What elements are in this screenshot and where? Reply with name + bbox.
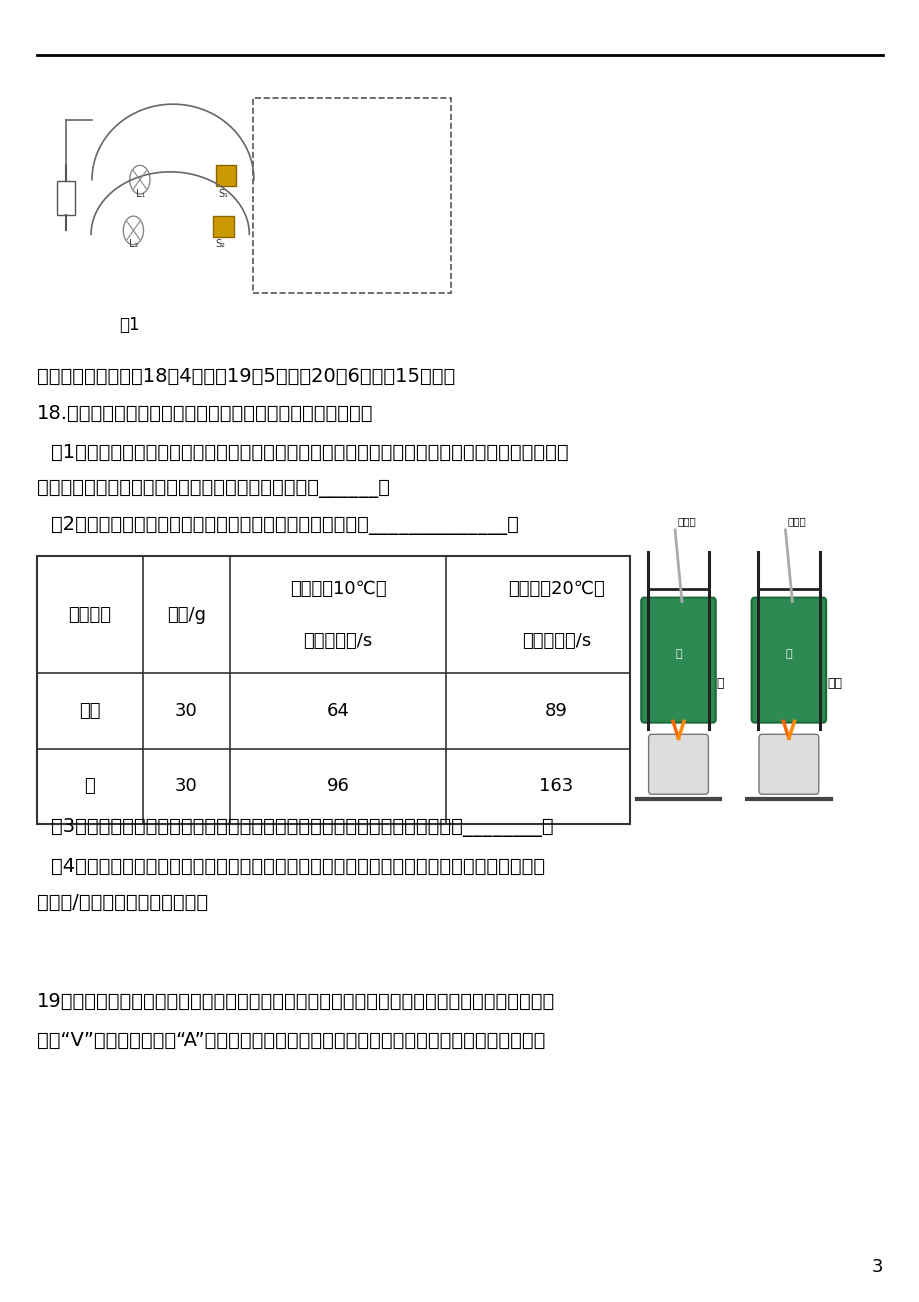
Text: （1）小明在两个相同的易拉罐中分别装入质量相等、初温都相同的水和沙子，用相同的酒精灯分别: （1）小明在两个相同的易拉罐中分别装入质量相等、初温都相同的水和沙子，用相同的酒… <box>51 443 568 462</box>
Text: S₁: S₁ <box>218 189 228 199</box>
Text: 对其加热，除了温度计外本实验中还需要的实验器材是______；: 对其加热，除了温度计外本实验中还需要的实验器材是______； <box>37 479 390 499</box>
Text: 沙子: 沙子 <box>79 702 100 720</box>
Text: 18.为了探究物质吸热升温的特性，小明做了如图所示的实验：: 18.为了探究物质吸热升温的特性，小明做了如图所示的实验： <box>37 404 373 423</box>
FancyBboxPatch shape <box>641 598 715 723</box>
Text: 玻璃棒: 玻璃棒 <box>787 516 805 526</box>
Text: 水: 水 <box>716 677 723 690</box>
Text: 饨: 饨 <box>785 650 791 659</box>
Text: 30: 30 <box>175 702 198 720</box>
Text: 沙子: 沙子 <box>826 677 841 690</box>
Text: 标志“V”、电流表的标志“A”均看不清，为了知道两只电表的种类，小玉设计了如下实验：将两: 标志“V”、电流表的标志“A”均看不清，为了知道两只电表的种类，小玉设计了如下实… <box>37 1031 545 1051</box>
FancyBboxPatch shape <box>648 734 708 794</box>
FancyBboxPatch shape <box>758 734 818 794</box>
Text: L₁: L₁ <box>136 189 145 199</box>
Text: 玻璃棒: 玻璃棒 <box>676 516 695 526</box>
Text: 温度升高20℃所: 温度升高20℃所 <box>507 579 605 598</box>
Text: 水: 水 <box>85 777 95 796</box>
Text: 需要的时间/s: 需要的时间/s <box>521 631 591 650</box>
Text: 96: 96 <box>326 777 349 796</box>
Text: 图1: 图1 <box>119 316 140 335</box>
Bar <box>253 98 450 293</box>
Text: 163: 163 <box>539 777 573 796</box>
FancyBboxPatch shape <box>751 598 825 723</box>
Bar <box>37 556 630 824</box>
Text: 温度升高10℃所: 温度升高10℃所 <box>289 579 386 598</box>
Text: （3）实验数据记录如上表，在此实验中，是用加热时间的长短来表示水和沙子________；: （3）实验数据记录如上表，在此实验中，是用加热时间的长短来表示水和沙子_____… <box>51 818 552 837</box>
Text: 64: 64 <box>326 702 349 720</box>
Text: 实验次数: 实验次数 <box>68 605 111 624</box>
Bar <box>57 181 75 215</box>
Text: 需要的时间/s: 需要的时间/s <box>303 631 372 650</box>
Text: （2）在实验中，应不停地用玻璃棒搅拌水和沙子，其目的是______________；: （2）在实验中，应不停地用玻璃棒搅拌水和沙子，其目的是_____________… <box>51 516 518 535</box>
Text: 质量/g: 质量/g <box>166 605 206 624</box>
Text: S₂: S₂ <box>215 240 225 250</box>
Text: （4）分析上表中的实验数据可知：当质量相同的水和沙子，升高相同的温度时，水吸收的热量: （4）分析上表中的实验数据可知：当质量相同的水和沙子，升高相同的温度时，水吸收的… <box>51 857 544 876</box>
Text: 饨: 饨 <box>675 650 681 659</box>
Bar <box>213 216 233 237</box>
Text: 30: 30 <box>175 777 198 796</box>
Bar <box>216 165 236 186</box>
Text: 四、实验探究题（第18题4分，第19题5分，第20题6分，入15分。）: 四、实验探究题（第18题4分，第19题5分，第20题6分，入15分。） <box>37 367 455 387</box>
Text: （大于/小于）沙子吸收的热量。: （大于/小于）沙子吸收的热量。 <box>37 893 208 913</box>
Text: 89: 89 <box>545 702 567 720</box>
Text: 3: 3 <box>871 1258 882 1276</box>
Text: L₂: L₂ <box>129 240 138 250</box>
Text: 19．小玉在做电路探究实验时遇到一个问题，实验室给定的电压表和电流表很旧，表盘上电压表的: 19．小玉在做电路探究实验时遇到一个问题，实验室给定的电压表和电流表很旧，表盘上… <box>37 992 554 1012</box>
